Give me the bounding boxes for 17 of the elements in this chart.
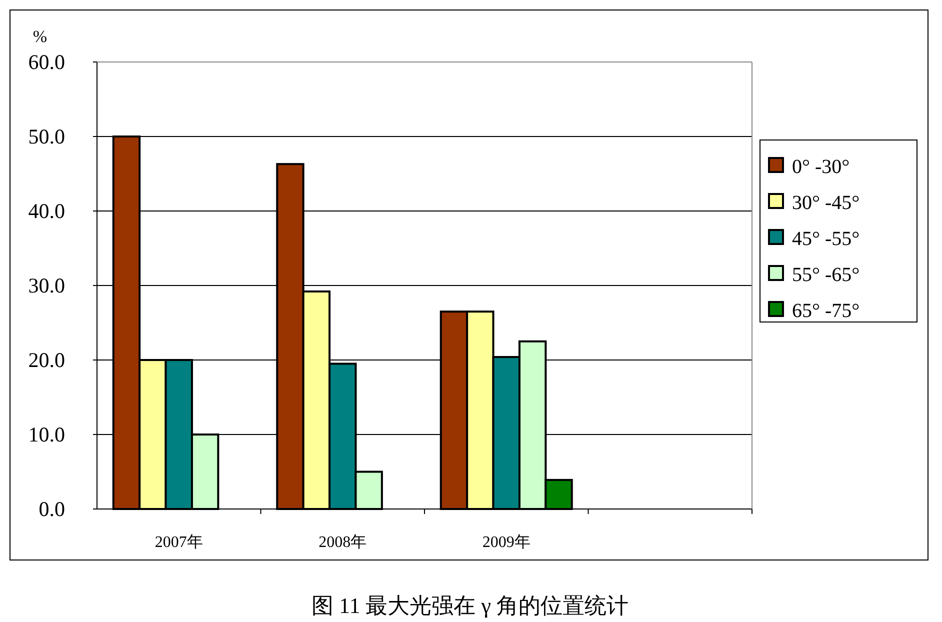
y-tick-label: 40.0 [28,199,65,223]
legend-label: 0° -30° [792,156,850,178]
y-tick-label: 10.0 [28,422,65,446]
text: 图 11 最大光强在 γ 角的位置统计 [312,593,628,618]
y-axis-title: % [32,27,48,46]
legend-label: 65° -75° [792,300,860,322]
y-tick-label: 0.0 [38,497,65,521]
legend-label: 45° -55° [792,228,860,250]
y-tick-label: 60.0 [28,50,65,74]
x-tick-label: 2007年 [154,534,203,551]
x-tick-label: 2009年 [482,534,530,551]
x-tick-label: 2008年 [318,534,367,551]
legend-label: 55° -65° [792,264,860,286]
y-tick-label: 20.0 [28,348,65,372]
legend-label: 30° -45° [792,192,860,214]
y-tick-label: 30.0 [28,274,65,298]
y-tick-label: 50.0 [28,124,65,148]
